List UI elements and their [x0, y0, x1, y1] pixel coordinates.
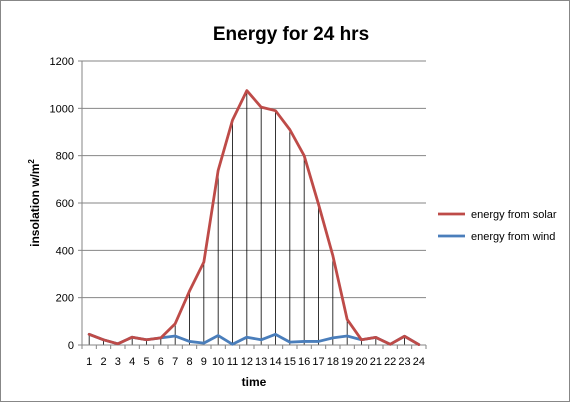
y-tick-label: 0 — [68, 340, 74, 352]
drop-lines — [88, 90, 420, 345]
y-tick-label: 1200 — [50, 56, 74, 68]
x-tick-label: 16 — [298, 356, 310, 368]
x-tick-label: 5 — [143, 356, 149, 368]
x-tick-label: 2 — [100, 356, 106, 368]
series-line-energy-from-solar — [87, 89, 421, 346]
x-tick-label: 8 — [186, 356, 192, 368]
chart-title: Energy for 24 hrs — [213, 24, 369, 45]
legend-label: energy from solar — [471, 209, 557, 221]
x-tick-label: 9 — [201, 356, 207, 368]
x-tick-label: 18 — [327, 356, 339, 368]
x-tick-label: 12 — [241, 356, 253, 368]
legend: energy from solar energy from wind — [438, 209, 557, 243]
x-tick-label: 4 — [129, 356, 135, 368]
x-tick-label: 11 — [227, 356, 238, 368]
x-tick-label: 23 — [398, 356, 410, 368]
y-axis-title-main: insolation w/m — [28, 164, 42, 247]
gridlines — [82, 60, 426, 299]
series-lines — [87, 89, 421, 346]
x-tick-label: 15 — [284, 356, 296, 368]
y-axis-title-superscript: 2 — [27, 159, 36, 164]
legend-item-energy-from-wind: energy from wind — [438, 231, 555, 243]
x-tick-label: 3 — [115, 356, 121, 368]
x-tick-label: 19 — [341, 356, 353, 368]
y-tick-label: 800 — [56, 151, 74, 163]
legend-label: energy from wind — [471, 231, 555, 243]
x-tick-label: 14 — [269, 356, 281, 368]
x-tick-label: 1 — [86, 356, 92, 368]
x-tick-label: 7 — [172, 356, 178, 368]
x-tick-label: 13 — [255, 356, 267, 368]
y-tick-label: 1000 — [50, 103, 74, 115]
x-tick-label: 21 — [370, 356, 382, 368]
x-tick-label: 6 — [158, 356, 164, 368]
y-tick-label: 600 — [56, 198, 74, 210]
y-tick-label: 400 — [56, 245, 74, 257]
legend-item-energy-from-solar: energy from solar — [438, 209, 557, 221]
x-tick-label: 10 — [212, 356, 224, 368]
y-tick-labels: 0 200 400 600 800 1000 1200 — [50, 56, 82, 352]
x-axis-title: time — [242, 375, 267, 389]
x-tick-label: 17 — [312, 356, 324, 368]
y-axis-title: insolation w/m2 — [27, 159, 42, 247]
x-tick-labels: 1 2 3 4 5 6 7 8 9 10 11 12 13 14 15 16 17 18 19 20 21 22 23 24 — [81, 345, 427, 368]
x-tick-label: 22 — [384, 356, 396, 368]
y-tick-label: 200 — [56, 293, 74, 305]
x-tick-label: 20 — [355, 356, 367, 368]
x-tick-label: 24 — [413, 356, 425, 368]
